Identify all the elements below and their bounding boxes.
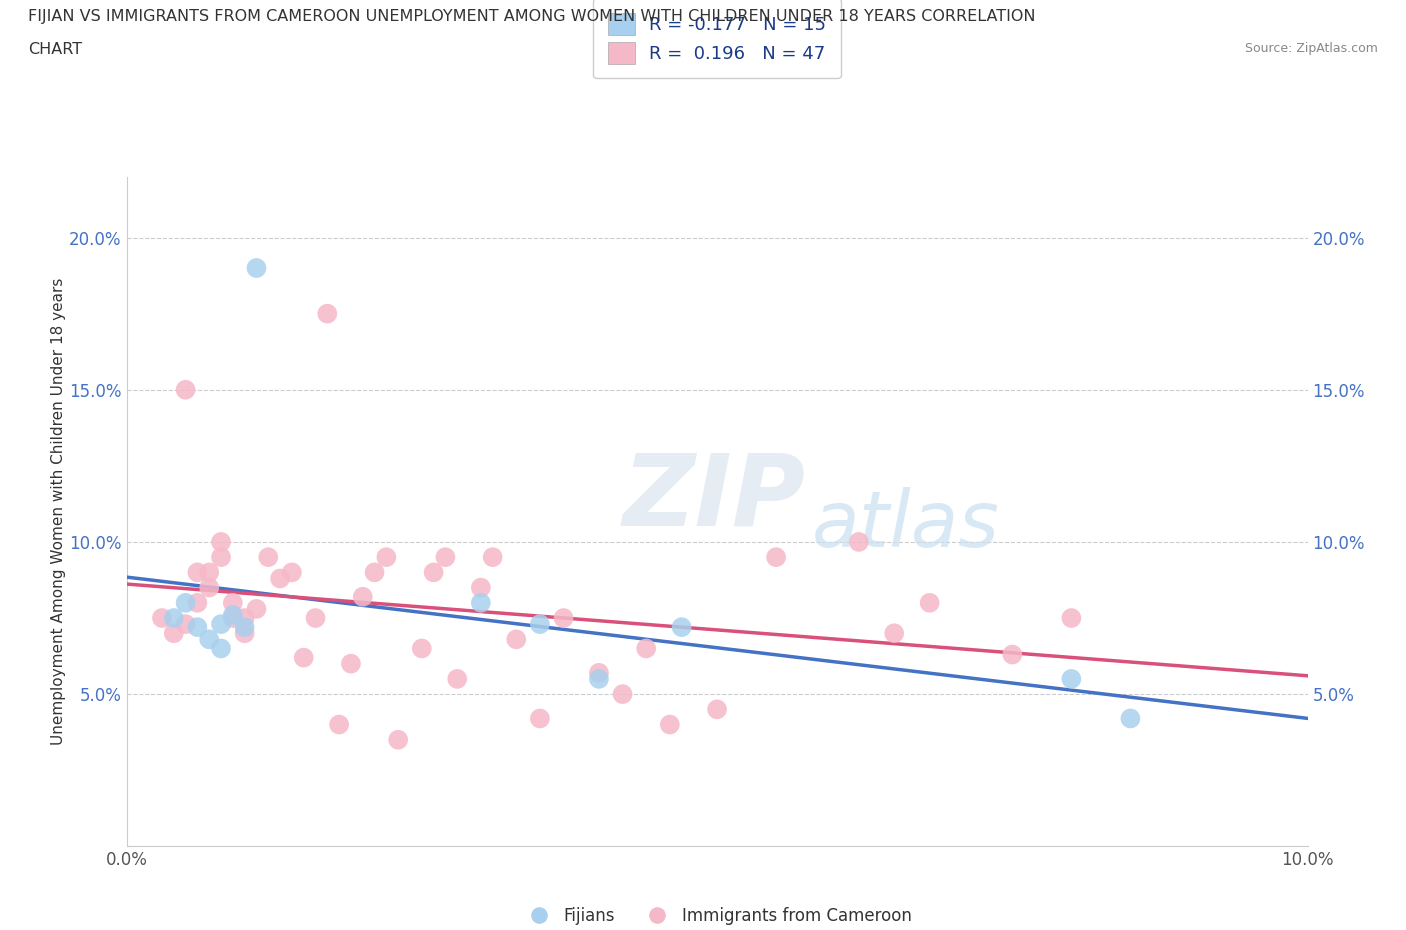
Point	[328, 717, 350, 732]
Point	[765, 550, 787, 565]
Point	[198, 580, 221, 595]
Point	[658, 717, 681, 732]
Point	[233, 619, 256, 634]
Point	[257, 550, 280, 565]
Point	[1119, 711, 1142, 726]
Point	[209, 617, 232, 631]
Point	[553, 611, 575, 626]
Point	[269, 571, 291, 586]
Point	[636, 641, 658, 656]
Point	[588, 671, 610, 686]
Point	[150, 611, 173, 626]
Point	[352, 590, 374, 604]
Point	[671, 619, 693, 634]
Text: ZIP: ZIP	[623, 449, 806, 547]
Point	[174, 595, 197, 610]
Point	[245, 260, 267, 275]
Legend: Fijians, Immigrants from Cameroon: Fijians, Immigrants from Cameroon	[516, 900, 918, 930]
Point	[883, 626, 905, 641]
Point	[529, 617, 551, 631]
Point	[198, 565, 221, 579]
Text: CHART: CHART	[28, 42, 82, 57]
Point	[411, 641, 433, 656]
Point	[233, 626, 256, 641]
Point	[233, 611, 256, 626]
Point	[588, 665, 610, 680]
Point	[163, 626, 186, 641]
Point	[209, 535, 232, 550]
Text: Source: ZipAtlas.com: Source: ZipAtlas.com	[1244, 42, 1378, 55]
Point	[1060, 611, 1083, 626]
Point	[422, 565, 444, 579]
Point	[470, 595, 492, 610]
Point	[706, 702, 728, 717]
Point	[186, 565, 208, 579]
Point	[209, 641, 232, 656]
Point	[446, 671, 468, 686]
Point	[186, 619, 208, 634]
Point	[222, 595, 245, 610]
Point	[222, 611, 245, 626]
Text: atlas: atlas	[811, 487, 1000, 563]
Point	[186, 595, 208, 610]
Point	[340, 657, 363, 671]
Point	[281, 565, 304, 579]
Point	[470, 580, 492, 595]
Y-axis label: Unemployment Among Women with Children Under 18 years: Unemployment Among Women with Children U…	[51, 278, 66, 745]
Point	[848, 535, 870, 550]
Point	[209, 550, 232, 565]
Point	[292, 650, 315, 665]
Point	[198, 631, 221, 646]
Point	[222, 607, 245, 622]
Point	[304, 611, 326, 626]
Point	[1060, 671, 1083, 686]
Point	[918, 595, 941, 610]
Point	[529, 711, 551, 726]
Point	[505, 631, 527, 646]
Point	[363, 565, 385, 579]
Point	[174, 382, 197, 397]
Point	[481, 550, 503, 565]
Point	[375, 550, 398, 565]
Point	[316, 306, 339, 321]
Point	[434, 550, 457, 565]
Point	[612, 686, 634, 701]
Point	[1001, 647, 1024, 662]
Point	[387, 732, 409, 747]
Point	[163, 611, 186, 626]
Point	[245, 602, 267, 617]
Point	[174, 617, 197, 631]
Text: FIJIAN VS IMMIGRANTS FROM CAMEROON UNEMPLOYMENT AMONG WOMEN WITH CHILDREN UNDER : FIJIAN VS IMMIGRANTS FROM CAMEROON UNEMP…	[28, 9, 1036, 24]
